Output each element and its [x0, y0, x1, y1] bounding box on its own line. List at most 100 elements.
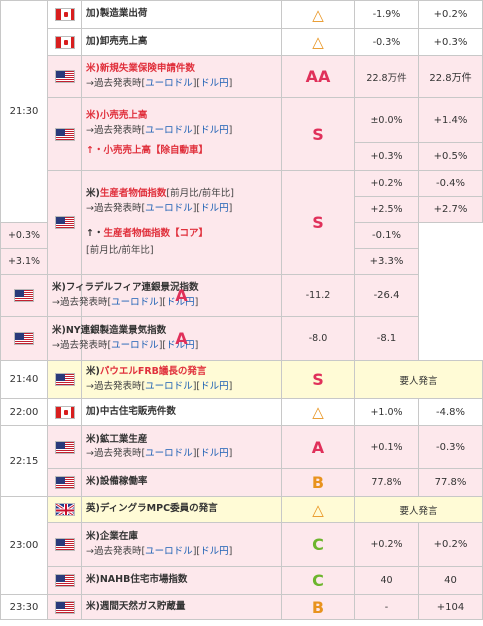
past-release-links: →過去発表時[ユーロドル][ドル円] [52, 339, 199, 351]
time-cell: 21:30 [0, 0, 48, 223]
past-release-links: →過去発表時[ユーロドル][ドル円] [86, 77, 233, 89]
past-release-links: →過去発表時[ユーロドル][ドル円] [86, 202, 233, 214]
indicator-name: 米)新規失業保険申請件数 →過去発表時[ユーロドル][ドル円] [81, 55, 282, 98]
speech-note: 要人発言 [354, 496, 483, 523]
us-flag-icon [54, 538, 75, 551]
time-cell: 21:40 [0, 360, 48, 399]
us-flag-icon [14, 332, 34, 345]
previous-value: +3.1% [0, 248, 48, 275]
uk-flag-icon [54, 503, 75, 516]
past-release-links: →過去発表時[ユーロドル][ドル円] [86, 545, 233, 557]
canada-flag-icon [54, 8, 75, 21]
table-row: 米)小売売上高 →過去発表時[ユーロドル][ドル円] ↑・小売売上高【除自動車】… [1, 97, 483, 171]
previous-value: - [354, 594, 419, 620]
indicator-name: 米)NAHB住宅市場指数 [81, 566, 282, 595]
us-flag-icon [54, 476, 75, 489]
forecast-value: -0.1% [354, 222, 419, 249]
indicator-name: 米)鉱工業生産 →過去発表時[ユーロドル][ドル円] [81, 425, 282, 469]
table-row: +0.3% +0.5% [1, 142, 483, 171]
usdjpy-link[interactable]: ドル円 [200, 380, 229, 392]
us-flag-icon [54, 373, 75, 386]
flag-cell [47, 0, 82, 29]
table-row: 米)フィラデルフィア連銀景況指数 →過去発表時[ユーロドル][ドル円] A -1… [0, 274, 483, 317]
eurusd-link[interactable]: ユーロドル [145, 77, 193, 89]
forecast-value: -0.3% [418, 425, 483, 469]
table-row: +3.1% +3.3% [0, 248, 483, 275]
time-cell: 22:15 [0, 425, 48, 497]
eurusd-link[interactable]: ユーロドル [145, 202, 193, 214]
flag-cell [47, 566, 82, 595]
importance-rank: C [281, 566, 355, 595]
eurusd-link[interactable]: ユーロドル [145, 545, 193, 557]
eurusd-link[interactable]: ユーロドル [145, 124, 193, 136]
forecast-value: 40 [418, 566, 483, 595]
indicator-name: 米)生産者物価指数[前月比/前年比] →過去発表時[ユーロドル][ドル円] ↑・… [81, 170, 282, 275]
previous-value: +0.3% [0, 222, 48, 249]
indicator-name: 米)週間天然ガス貯蔵量 [81, 594, 282, 620]
previous-value: +1.0% [354, 398, 419, 426]
previous-value: +2.5% [354, 196, 419, 223]
eurusd-link[interactable]: ユーロドル [111, 339, 159, 351]
importance-rank: A [281, 425, 355, 469]
flag-cell [47, 170, 82, 275]
table-row: 米)新規失業保険申請件数 →過去発表時[ユーロドル][ドル円] AA 22.8万… [1, 55, 483, 98]
table-row: 22:15 米)鉱工業生産 →過去発表時[ユーロドル][ドル円] A +0.1%… [0, 425, 483, 497]
table-row: 米)企業在庫 →過去発表時[ユーロドル][ドル円] C +0.2% +0.2% [1, 522, 483, 567]
forecast-value: +0.3% [418, 28, 483, 56]
table-row: 21:40 米)パウエルFRB議長の発言 →過去発表時[ユーロドル][ドル円] … [0, 360, 483, 399]
flag-cell [47, 398, 82, 426]
past-release-links: →過去発表時[ユーロドル][ドル円] [86, 124, 233, 136]
table-row: 23:00 英)ディングラMPC委員の発言 △ 要人発言 [0, 496, 483, 595]
past-release-links: →過去発表時[ユーロドル][ドル円] [86, 380, 233, 392]
previous-value: -0.3% [354, 28, 419, 56]
forecast-value: -0.4% [418, 170, 483, 197]
past-release-links: →過去発表時[ユーロドル][ドル円] [86, 448, 233, 459]
flag-cell [47, 28, 82, 56]
flag-cell [47, 594, 82, 620]
importance-rank: S [281, 360, 355, 399]
flag-cell [47, 360, 82, 399]
previous-value: -8.0 [281, 316, 355, 361]
previous-value: -1.9% [354, 0, 419, 29]
forecast-value: +3.3% [354, 248, 419, 275]
indicator-name: 米)フィラデルフィア連銀景況指数 →過去発表時[ユーロドル][ドル円] [47, 274, 198, 317]
eurusd-link[interactable]: ユーロドル [145, 380, 193, 392]
flag-cell [0, 316, 48, 361]
us-flag-icon [54, 600, 75, 614]
flag-cell [47, 522, 82, 567]
flag-cell [47, 425, 82, 469]
forecast-value: +1.4% [418, 97, 483, 143]
importance-rank: △ [281, 496, 355, 523]
usdjpy-link[interactable]: ドル円 [200, 77, 229, 89]
indicator-name: 加)卸売売上高 [81, 28, 282, 56]
indicator-name: 米)設備稼働率 [81, 468, 282, 497]
previous-value: +0.3% [354, 142, 419, 171]
forecast-value: -4.8% [418, 398, 483, 426]
us-flag-icon [54, 127, 75, 141]
forecast-value: +104 [418, 594, 483, 620]
previous-value: 22.8万件 [354, 55, 419, 98]
canada-flag-icon [54, 405, 75, 419]
flag-cell [47, 496, 82, 523]
forecast-value: +0.2% [418, 0, 483, 29]
forecast-value: 22.8万件 [418, 55, 483, 98]
table-row: +2.5% +2.7% [1, 196, 483, 223]
flag-cell [0, 274, 48, 317]
previous-value: 77.8% [354, 468, 419, 497]
forecast-value: +2.7% [418, 196, 483, 223]
forecast-value: -8.1 [354, 316, 419, 361]
table-row: 米)NAHB住宅市場指数 C 40 40 [1, 566, 483, 595]
importance-rank: C [281, 522, 355, 567]
usdjpy-link[interactable]: ドル円 [200, 124, 229, 136]
usdjpy-link[interactable]: ドル円 [200, 448, 229, 459]
eurusd-link[interactable]: ユーロドル [111, 296, 159, 308]
usdjpy-link[interactable]: ドル円 [200, 545, 229, 557]
importance-rank: B [281, 594, 355, 620]
flag-cell [47, 97, 82, 171]
forecast-value: -26.4 [354, 274, 419, 317]
eurusd-link[interactable]: ユーロドル [145, 448, 193, 459]
table-row: 23:30 米)週間天然ガス貯蔵量 B - +104 [0, 594, 483, 620]
indicator-name: 米)NY連銀製造業景気指数 →過去発表時[ユーロドル][ドル円] [47, 316, 199, 361]
usdjpy-link[interactable]: ドル円 [200, 202, 229, 214]
